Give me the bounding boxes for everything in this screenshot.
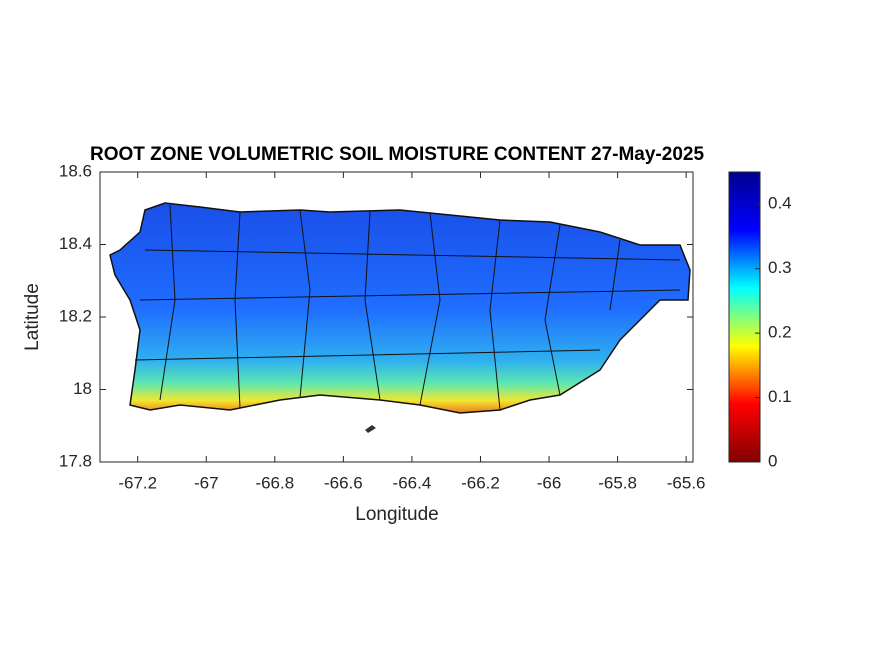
x-tick-label: -65.6 (667, 473, 706, 492)
y-tick-label: 18.2 (59, 306, 92, 325)
y-tick-label: 18.4 (59, 234, 92, 253)
x-axis-label: Longitude (355, 504, 438, 525)
municipal-borders (134, 204, 681, 411)
x-tick-label: -66.6 (324, 473, 363, 492)
x-tick-label: -66.2 (461, 473, 500, 492)
y-axis-label: Latitude (22, 283, 43, 351)
x-tick-label: -67.2 (118, 473, 157, 492)
x-tick-label: -65.8 (598, 473, 637, 492)
colorbar-tick-label: 0 (768, 451, 777, 470)
colorbar-tick-label: 0.1 (768, 387, 792, 406)
x-tick-label: -66 (537, 473, 562, 492)
y-tick-label: 18 (73, 379, 92, 398)
island (109, 202, 691, 414)
colorbar-tick-label: 0.4 (768, 194, 792, 213)
colorbar (728, 171, 761, 463)
chart-title: ROOT ZONE VOLUMETRIC SOIL MOISTURE CONTE… (90, 144, 704, 165)
x-tick-label: -66.4 (393, 473, 432, 492)
island-small (365, 425, 376, 433)
y-tick-label: 17.8 (59, 451, 92, 470)
x-tick-label: -67 (194, 473, 219, 492)
y-tick-label: 18.6 (59, 161, 92, 180)
colorbar-tick-label: 0.3 (768, 258, 792, 277)
colorbar-tick-label: 0.2 (768, 323, 792, 342)
x-tick-label: -66.8 (255, 473, 294, 492)
